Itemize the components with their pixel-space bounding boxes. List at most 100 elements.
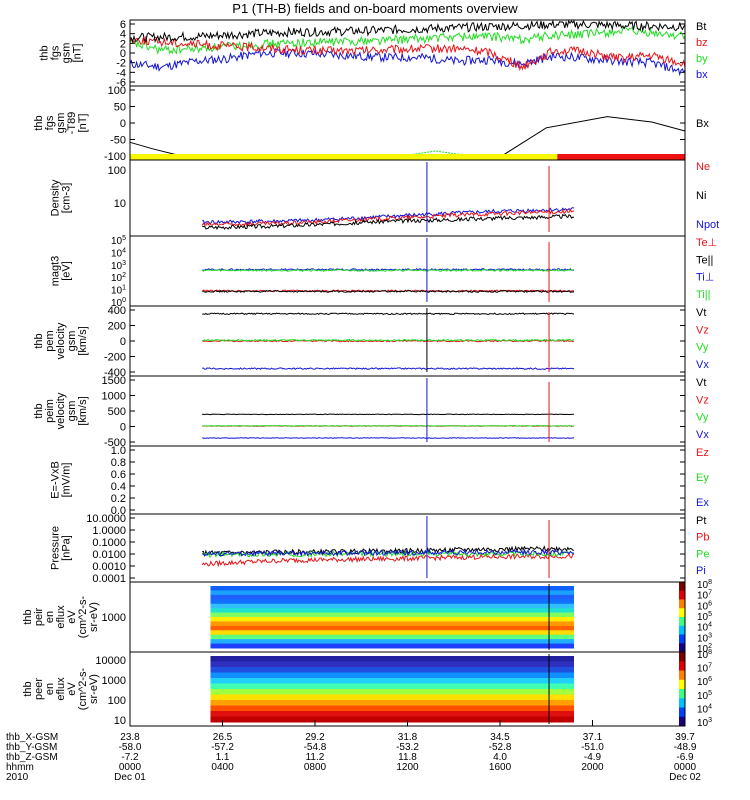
ylabel-line: Pressure xyxy=(50,526,62,570)
legend-Vy: Vy xyxy=(696,342,709,354)
legend-Vt: Vt xyxy=(696,377,706,389)
spectro-band xyxy=(210,683,574,690)
xaxis-tick-value: 0800 xyxy=(304,762,327,773)
legend-Pb: Pb xyxy=(696,532,709,544)
region-bar-bar_red xyxy=(557,154,685,160)
colorbar-label: 104 xyxy=(697,703,712,715)
ytick-label: 10 xyxy=(114,198,126,210)
plot-density xyxy=(201,162,575,232)
legend-Vy: Vy xyxy=(696,412,709,424)
colorbar-segment xyxy=(679,716,685,727)
ytick-label: 10.0000 xyxy=(86,513,126,525)
series-Ne xyxy=(201,208,575,227)
spectro-band xyxy=(210,590,574,596)
series-Vy xyxy=(202,338,574,342)
plot-velocity_peim xyxy=(202,378,575,442)
xaxis-tick-value: 31.8 xyxy=(398,732,418,743)
xaxis-tick-value: 0400 xyxy=(211,762,234,773)
colorbar-segment xyxy=(679,670,685,681)
colorbar-segment xyxy=(679,625,685,635)
ylabel-line: [nPa] xyxy=(61,535,73,561)
spectro-band xyxy=(210,594,574,600)
legend-Ez: Ez xyxy=(696,447,709,459)
colorbar-segment xyxy=(679,582,685,592)
ytick-label: 6 xyxy=(120,19,126,31)
spectro-band xyxy=(210,643,574,649)
ylabel-line: Density xyxy=(50,179,62,216)
spectro-band xyxy=(210,599,574,605)
ylabel-line: thb xyxy=(39,45,51,60)
legend-by: by xyxy=(696,53,708,65)
ylabel-line: thb xyxy=(22,609,34,624)
panel-frame-3 xyxy=(129,235,686,307)
xaxis-row-label: thb_X-GSM xyxy=(6,732,58,743)
ylabel-line: fgs xyxy=(44,115,56,130)
series-Ni xyxy=(201,213,575,231)
colorbar-segment xyxy=(679,661,685,671)
spectro-band xyxy=(210,603,574,609)
ytick-label: 0 xyxy=(120,336,126,348)
xaxis-tick-value: -51.0 xyxy=(581,742,604,753)
xaxis-row-label: thb_Y-GSM xyxy=(6,742,57,753)
colorbar-label: 104 xyxy=(697,622,712,634)
legend-bx: bx xyxy=(696,69,708,81)
ytick-label: 0 xyxy=(120,422,126,434)
ytick-label: 0.2 xyxy=(111,493,126,505)
xaxis-tick-value: 1.1 xyxy=(216,752,230,763)
ylabel-line: fgs xyxy=(50,45,62,60)
ylabel-electron_spectrogram: thb peer en eflux eV (cm^2-s-sr-eV) xyxy=(22,667,100,710)
ytick-label: 4 xyxy=(120,29,126,41)
ylabel-line: [eV] xyxy=(61,261,73,281)
plot-temp xyxy=(201,238,575,302)
xaxis-tick-value: 4.0 xyxy=(493,752,507,763)
ytick-label: 0.0010 xyxy=(92,561,126,573)
xaxis-row-label: hhmm xyxy=(6,762,34,773)
ytick-label: 103 xyxy=(111,260,126,272)
legend-Te||: Te|| xyxy=(696,254,713,266)
ylabel-line: velocity xyxy=(55,322,67,359)
spectro-band xyxy=(210,612,574,618)
spectro-band xyxy=(210,705,574,712)
colorbar-segment xyxy=(679,707,685,718)
xaxis-tick-value: -48.9 xyxy=(674,742,697,753)
colorbar-segment xyxy=(679,599,685,609)
xaxis-tick-value: -7.2 xyxy=(121,752,139,763)
ylabel-line: thb xyxy=(33,115,45,130)
ytick-label: -500 xyxy=(104,437,126,449)
ytick-label: -6 xyxy=(116,77,126,89)
ytick-label: 104 xyxy=(111,247,126,259)
panel-frame-6 xyxy=(129,445,686,515)
plot-bx89 xyxy=(129,116,686,160)
ytick-label: 0.0 xyxy=(111,505,126,517)
xaxis-tick-value: -57.2 xyxy=(211,742,234,753)
ytick-label: 1.0000 xyxy=(92,525,126,537)
xaxis-row-label: 2010 xyxy=(6,772,29,783)
spectro-band xyxy=(210,694,574,701)
ylabel-line: [cm-3] xyxy=(61,183,73,214)
ylabel-fgs: thb fgs gsm [nT] xyxy=(39,43,84,64)
xaxis-tick-value: 37.1 xyxy=(583,732,603,743)
panel-frame-7 xyxy=(129,513,686,583)
xaxis-tick-value: 29.2 xyxy=(305,732,325,743)
ytick-label: 2 xyxy=(120,38,126,50)
ytick-label: 1000 xyxy=(102,612,126,624)
spectro-band xyxy=(210,621,574,627)
ylabel-line: (cm^2-s- xyxy=(77,595,89,638)
ylabel-line: eflux xyxy=(55,605,67,629)
xaxis-tick-value: 1200 xyxy=(396,762,419,773)
ylabel-line: peim xyxy=(44,399,56,423)
ylabel-line: pem xyxy=(44,330,56,351)
legend-Bt: Bt xyxy=(696,21,706,33)
legend-Ti||: Ti|| xyxy=(696,289,710,301)
xaxis-tick-value: -52.8 xyxy=(489,742,512,753)
ylabel-line: en xyxy=(44,611,56,623)
series-by xyxy=(129,26,686,55)
colorbar-segment xyxy=(679,634,685,644)
colorbar-segment xyxy=(679,679,685,690)
ytick-label: 10000 xyxy=(95,655,126,667)
colorbar-label: 106 xyxy=(697,600,712,612)
ylabel-line: eV xyxy=(66,682,78,696)
legend-Bx: Bx xyxy=(696,118,709,130)
spectro-band xyxy=(210,678,574,684)
ylabel-line: [km/s] xyxy=(77,396,89,425)
